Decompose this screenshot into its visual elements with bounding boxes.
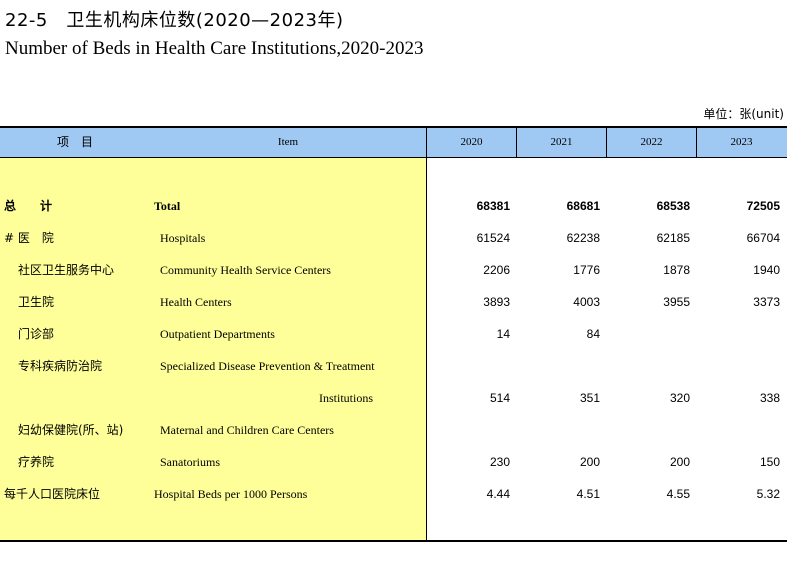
unit-label: 单位：张(unit): [703, 107, 784, 121]
table-row: 总 计 Total 68381 68681 68538 72505: [0, 190, 787, 222]
table-top-rule: [0, 126, 787, 128]
row-label-cn: 疗养院: [18, 455, 55, 469]
item-column-background: [0, 158, 426, 540]
header-year-2021: 2021: [550, 136, 573, 148]
table-row: 门诊部 Outpatient Departments 14 84: [0, 318, 787, 350]
row-value-2021: 68681: [566, 199, 600, 213]
row-value-2021: 4003: [573, 295, 600, 309]
table-bottom-rule: [0, 540, 787, 542]
row-value-2022: 4.55: [666, 487, 690, 501]
item-column-divider: [426, 158, 427, 540]
title-cn: 22-5 卫生机构床位数(2020—2023年): [5, 10, 344, 31]
row-value-2022: 3955: [663, 295, 690, 309]
header-divider: [516, 128, 517, 157]
row-value-2021: 62238: [566, 231, 600, 245]
data-table: 项 目 Item 2020 2021 2022 2023 总 计 Total 683…: [0, 126, 787, 542]
row-label-en: Community Health Service Centers: [160, 263, 331, 277]
row-value-2021: 4.51: [576, 487, 600, 501]
header-year-2022: 2022: [640, 136, 663, 148]
table-row: Institutions 514 351 320 338: [0, 382, 787, 414]
row-value-2020: 230: [489, 455, 510, 469]
table-row: 每千人口医院床位 Hospital Beds per 1000 Persons 4.…: [0, 478, 787, 510]
row-value-2020: 14: [496, 327, 510, 341]
row-label-en: Sanatoriums: [160, 455, 220, 469]
header-item-en: Item: [277, 136, 299, 148]
title-en: Number of Beds in Health Care Institutio…: [5, 38, 424, 59]
header-divider: [606, 128, 607, 157]
row-value-2022: 62185: [656, 231, 690, 245]
row-value-2023: 1940: [753, 263, 780, 277]
row-value-2023: 3373: [753, 295, 780, 309]
table-row: 疗养院 Sanatoriums 230 200 200 150: [0, 446, 787, 478]
row-label-cn: # 医 院: [4, 231, 54, 245]
row-value-2023: 150: [759, 455, 780, 469]
row-label-en: Hospital Beds per 1000 Persons: [154, 487, 308, 501]
row-value-2020: 4.44: [486, 487, 510, 501]
header-divider: [426, 128, 427, 157]
row-value-2021: 200: [579, 455, 600, 469]
header-year-2023: 2023: [730, 136, 753, 148]
row-value-2020: 514: [489, 391, 510, 405]
row-value-2022: 68538: [656, 199, 690, 213]
table-row: 卫生院 Health Centers 3893 4003 3955 3373: [0, 286, 787, 318]
row-label-en: Institutions: [319, 391, 374, 405]
row-value-2020: 2206: [483, 263, 510, 277]
row-label-cn: 社区卫生服务中心: [18, 263, 115, 277]
row-label-en: Outpatient Departments: [160, 327, 275, 341]
row-label-en: Hospitals: [160, 231, 206, 245]
header-divider: [696, 128, 697, 157]
header-year-2020: 2020: [460, 136, 483, 148]
table-header: 项 目 Item 2020 2021 2022 2023: [0, 128, 787, 158]
header-item-cn: 项 目: [56, 135, 93, 149]
row-value-2022: 320: [669, 391, 690, 405]
table-row: 社区卫生服务中心 Community Health Service Centers…: [0, 254, 787, 286]
row-label-cn: 每千人口医院床位: [4, 487, 101, 501]
row-label-cn: 总 计: [4, 199, 53, 213]
row-value-2022: 200: [669, 455, 690, 469]
row-label-cn: 门诊部: [18, 327, 55, 341]
row-value-2023: 5.32: [756, 487, 780, 501]
row-value-2020: 61524: [476, 231, 510, 245]
row-label-en: Health Centers: [160, 295, 232, 309]
row-value-2023: 338: [759, 391, 780, 405]
table-row: 妇幼保健院(所、站) Maternal and Children Care Cen…: [0, 414, 787, 446]
row-value-2023: 66704: [746, 231, 780, 245]
table-row: # 医 院 Hospitals 61524 62238 62185 66704: [0, 222, 787, 254]
row-label-cn: 卫生院: [18, 295, 55, 309]
row-label-en: Specialized Disease Prevention & Treatme…: [160, 359, 375, 373]
row-label-en: Total: [154, 199, 181, 213]
row-label-cn: 妇幼保健院(所、站): [18, 423, 124, 437]
row-value-2021: 351: [579, 391, 600, 405]
row-label-en: Maternal and Children Care Centers: [160, 423, 334, 437]
row-value-2021: 84: [586, 327, 600, 341]
row-value-2021: 1776: [573, 263, 600, 277]
row-label-cn: 专科疾病防治院: [18, 359, 103, 373]
row-value-2020: 3893: [483, 295, 510, 309]
row-value-2022: 1878: [663, 263, 690, 277]
row-value-2023: 72505: [746, 199, 780, 213]
row-value-2020: 68381: [476, 199, 510, 213]
table-row: 专科疾病防治院 Specialized Disease Prevention & …: [0, 350, 787, 382]
